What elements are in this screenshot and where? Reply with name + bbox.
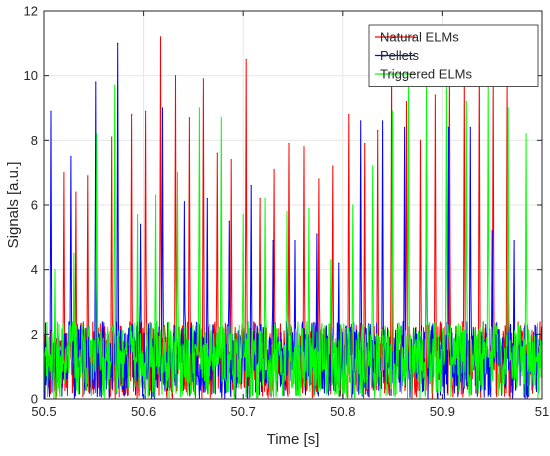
legend-label: Pellets (380, 48, 420, 63)
data-point (70, 155, 72, 158)
data-point (245, 58, 247, 61)
data-point (176, 172, 179, 174)
legend-label: Natural ELMs (380, 30, 459, 45)
data-point (273, 168, 275, 171)
data-point (230, 159, 232, 161)
x-tick-label: 50.9 (430, 404, 455, 419)
y-tick-label: 8 (31, 133, 38, 148)
data-point (419, 139, 422, 141)
data-point (316, 233, 318, 235)
data-point (294, 239, 296, 242)
data-point (513, 239, 515, 242)
x-tick-label: 50.7 (231, 404, 256, 419)
data-point (206, 197, 208, 200)
y-tick-label: 0 (31, 392, 38, 407)
data-point (198, 107, 200, 109)
data-point (434, 94, 437, 96)
data-point (318, 178, 320, 180)
data-point (216, 152, 218, 154)
data-point (330, 259, 332, 261)
legend-label: Triggered ELMs (380, 67, 472, 82)
data-point (220, 117, 222, 119)
data-point (75, 191, 77, 193)
data-point (111, 136, 113, 138)
data-point (154, 194, 157, 196)
data-point (228, 220, 230, 222)
data-point (392, 110, 394, 112)
y-tick-label: 4 (31, 262, 38, 277)
data-point (114, 84, 116, 86)
data-point (332, 165, 334, 167)
data-point (360, 120, 362, 122)
data-point (507, 107, 509, 109)
data-point (202, 78, 204, 80)
data-point (286, 210, 288, 213)
x-tick-label: 50.5 (31, 404, 56, 419)
data-point (242, 214, 244, 216)
data-point (338, 262, 340, 264)
y-axis-label: Signals [a.u.] (5, 162, 22, 249)
y-tick-label: 2 (31, 327, 38, 342)
data-point (348, 113, 350, 116)
x-axis-label: Time [s] (267, 431, 320, 448)
data-point (303, 146, 305, 148)
data-point (403, 126, 406, 128)
data-point (131, 113, 133, 116)
data-point (140, 223, 142, 225)
x-tick-label: 50.6 (131, 404, 156, 419)
data-point (352, 204, 354, 206)
series-line (43, 78, 543, 400)
data-point (491, 230, 493, 232)
data-point (87, 175, 89, 177)
x-tick-label: 50.8 (330, 404, 355, 419)
data-point (288, 142, 290, 145)
data-point (272, 239, 274, 242)
data-point (50, 110, 52, 112)
data-point (525, 133, 527, 135)
data-point (377, 130, 379, 132)
data-point (174, 75, 177, 77)
data-point (117, 42, 119, 44)
data-point (364, 142, 366, 145)
data-point (96, 133, 98, 135)
data-point (405, 100, 408, 103)
data-point (73, 252, 75, 255)
y-axis-ticks: 0 2 4 6 8 10 12 (24, 4, 542, 407)
y-tick-label: 10 (24, 68, 38, 83)
legend: Natural ELMs Pellets Triggered ELMs (368, 24, 539, 87)
data-point (308, 207, 310, 209)
data-point (447, 126, 449, 128)
data-point (264, 197, 266, 200)
y-tick-label: 6 (31, 198, 38, 213)
data-point (159, 36, 162, 38)
y-tick-label: 12 (24, 4, 38, 19)
data-point (183, 201, 186, 203)
data-point (465, 100, 467, 103)
data-point (54, 269, 56, 271)
data-point (469, 126, 471, 128)
data-point (95, 81, 97, 83)
data-point (188, 117, 191, 119)
data-point (137, 214, 139, 216)
data-point (259, 197, 261, 200)
x-tick-label: 51 (535, 404, 549, 419)
data-point (372, 165, 374, 167)
data-point (161, 107, 164, 109)
data-point (250, 185, 252, 187)
data-point (144, 110, 147, 112)
data-point (63, 172, 65, 174)
x-axis-ticks: 50.5 50.6 50.7 50.8 50.9 51 (31, 11, 549, 419)
data-point (382, 120, 384, 122)
gridlines (43, 10, 543, 400)
